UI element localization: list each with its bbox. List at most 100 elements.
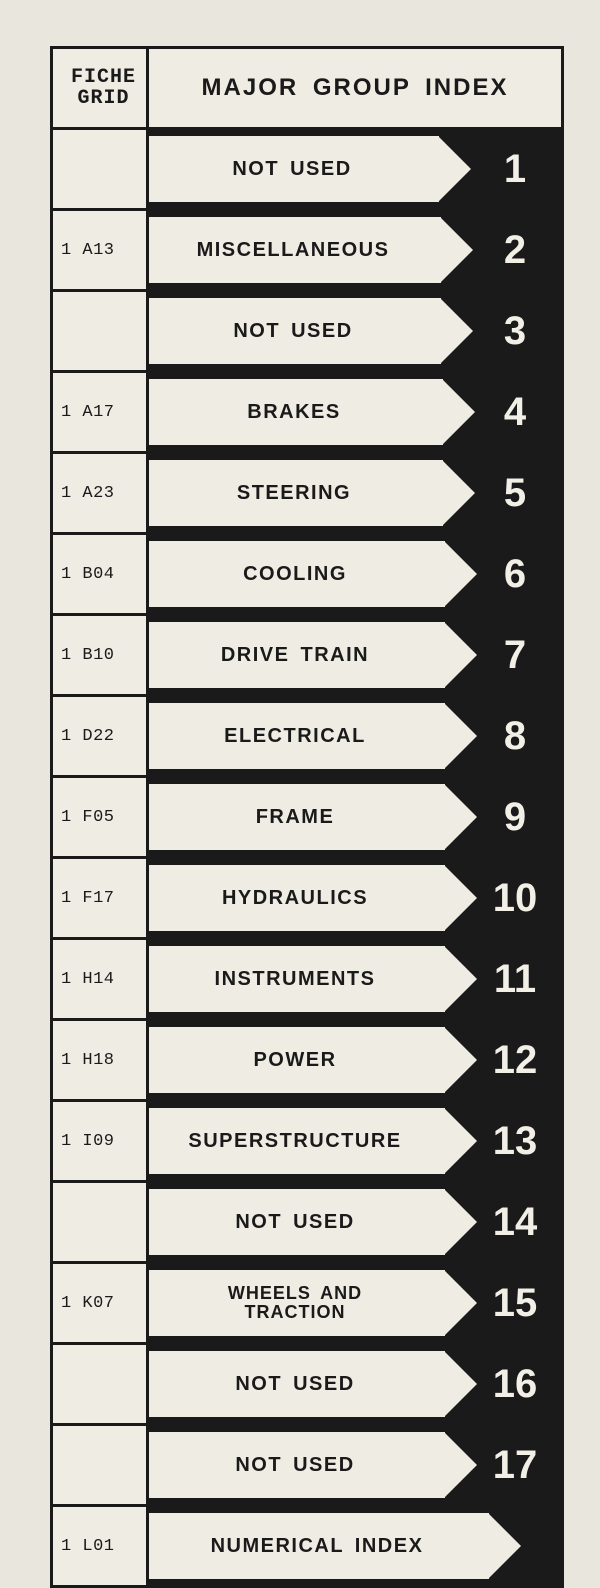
group-number-text: 13: [493, 1119, 538, 1164]
group-label-band: ELECTRICAL: [149, 703, 445, 769]
fiche-grid-cell: 1 A13: [53, 211, 149, 289]
group-label-text: NOT USED: [232, 159, 351, 180]
major-cell: NOT USED 1: [149, 130, 561, 208]
index-row: NOT USED 1: [53, 130, 561, 211]
header-fiche-grid: FICHEGRID: [53, 49, 149, 127]
group-label-band: NOT USED: [149, 1189, 445, 1255]
group-number: 8: [479, 697, 551, 775]
group-number-text: 3: [504, 309, 526, 354]
fiche-grid-text: 1 A13: [61, 241, 115, 260]
major-cell: FRAME 9: [149, 778, 561, 856]
group-number-text: 17: [493, 1443, 538, 1488]
fiche-grid-cell: 1 F17: [53, 859, 149, 937]
index-row: 1 K07 WHEELS ANDTRACTION 15: [53, 1264, 561, 1345]
fiche-grid-cell: [53, 292, 149, 370]
group-label-band: NOT USED: [149, 136, 439, 202]
group-label-band: FRAME: [149, 784, 445, 850]
group-label-text: HYDRAULICS: [222, 888, 368, 909]
fiche-grid-text: 1 D22: [61, 727, 115, 746]
group-label-text: NOT USED: [233, 321, 352, 342]
fiche-grid-cell: 1 L01: [53, 1507, 149, 1585]
fiche-grid-cell: [53, 1426, 149, 1504]
group-number-text: 5: [504, 471, 526, 516]
fiche-grid-cell: 1 D22: [53, 697, 149, 775]
index-row: 1 B10 DRIVE TRAIN7: [53, 616, 561, 697]
index-row: NOT USED 14: [53, 1183, 561, 1264]
index-row: 1 A17 BRAKES 4: [53, 373, 561, 454]
major-cell: WHEELS ANDTRACTION 15: [149, 1264, 561, 1342]
group-number: 16: [479, 1345, 551, 1423]
fiche-grid-cell: 1 B10: [53, 616, 149, 694]
fiche-grid-text: 1 B10: [61, 646, 115, 665]
group-number-text: 9: [504, 795, 526, 840]
page: FICHEGRID MAJOR GROUP INDEX NOT USED 1 1 A…: [0, 0, 600, 1558]
group-number-text: 11: [494, 957, 536, 1002]
fiche-grid-cell: 1 K07: [53, 1264, 149, 1342]
group-label-text: FRAME: [256, 807, 335, 828]
group-number-text: 4: [504, 390, 526, 435]
group-number-text: 8: [504, 714, 526, 759]
group-label-text: DRIVE TRAIN: [221, 645, 369, 666]
group-label-band: HYDRAULICS: [149, 865, 445, 931]
major-cell: COOLING6: [149, 535, 561, 613]
major-cell: NUMERICAL INDEX: [149, 1507, 561, 1585]
fiche-grid-text: 1 A17: [61, 403, 115, 422]
fiche-grid-text: 1 F17: [61, 889, 115, 908]
header-major-cell: MAJOR GROUP INDEX: [149, 49, 561, 127]
group-number: 15: [479, 1264, 551, 1342]
group-label-band: BRAKES: [149, 379, 443, 445]
group-number-text: 1: [504, 147, 526, 192]
fiche-grid-text: 1 I09: [61, 1132, 115, 1151]
index-row: 1 H18 POWER 12: [53, 1021, 561, 1102]
group-number: 2: [479, 211, 551, 289]
fiche-grid-cell: 1 H18: [53, 1021, 149, 1099]
fiche-grid-cell: [53, 1183, 149, 1261]
fiche-grid-cell: 1 A23: [53, 454, 149, 532]
group-label-band: DRIVE TRAIN: [149, 622, 445, 688]
fiche-grid-cell: [53, 1345, 149, 1423]
group-number-text: 2: [504, 228, 526, 273]
group-number: 9: [479, 778, 551, 856]
index-row: 1 I09 SUPERSTRUCTURE 13: [53, 1102, 561, 1183]
group-label-text: MISCELLANEOUS: [197, 240, 390, 261]
index-row: 1 D22 ELECTRICAL 8: [53, 697, 561, 778]
group-number: 17: [479, 1426, 551, 1504]
header-row: FICHEGRID MAJOR GROUP INDEX: [53, 49, 561, 130]
index-row: 1 L01 NUMERICAL INDEX: [53, 1507, 561, 1585]
major-cell: NOT USED 17: [149, 1426, 561, 1504]
major-cell: NOT USED 16: [149, 1345, 561, 1423]
fiche-grid-text: 1 F05: [61, 808, 115, 827]
fiche-grid-cell: 1 I09: [53, 1102, 149, 1180]
group-number: 14: [479, 1183, 551, 1261]
group-label-band: POWER: [149, 1027, 445, 1093]
group-label-text: NOT USED: [235, 1455, 354, 1476]
fiche-grid-text: 1 H18: [61, 1051, 115, 1070]
index-row: 1 H14INSTRUMENTS11: [53, 940, 561, 1021]
index-row: 1 A23 STEERING 5: [53, 454, 561, 535]
major-cell: POWER 12: [149, 1021, 561, 1099]
group-label-band: NOT USED: [149, 1351, 445, 1417]
major-cell: SUPERSTRUCTURE 13: [149, 1102, 561, 1180]
header-major-text: MAJOR GROUP INDEX: [149, 49, 561, 127]
group-number-text: 15: [493, 1281, 538, 1326]
group-number-text: 14: [493, 1200, 538, 1245]
group-label-band: INSTRUMENTS: [149, 946, 445, 1012]
group-number: 12: [479, 1021, 551, 1099]
group-label-text: WHEELS ANDTRACTION: [228, 1284, 362, 1322]
group-label-text: SUPERSTRUCTURE: [188, 1131, 401, 1152]
fiche-grid-text: 1 L01: [61, 1537, 115, 1556]
group-number: 3: [479, 292, 551, 370]
group-label-text: ELECTRICAL: [224, 726, 366, 747]
group-label-band: WHEELS ANDTRACTION: [149, 1270, 445, 1336]
major-cell: HYDRAULICS10: [149, 859, 561, 937]
group-label-band: MISCELLANEOUS: [149, 217, 441, 283]
major-cell: ELECTRICAL 8: [149, 697, 561, 775]
fiche-grid-text: 1 B04: [61, 565, 115, 584]
fiche-grid-cell: [53, 130, 149, 208]
index-row: 1 A13 MISCELLANEOUS 2: [53, 211, 561, 292]
group-number: 13: [479, 1102, 551, 1180]
major-cell: DRIVE TRAIN7: [149, 616, 561, 694]
group-label-text: STEERING: [237, 483, 351, 504]
group-number-text: 6: [504, 552, 526, 597]
group-number-text: 16: [493, 1362, 538, 1407]
